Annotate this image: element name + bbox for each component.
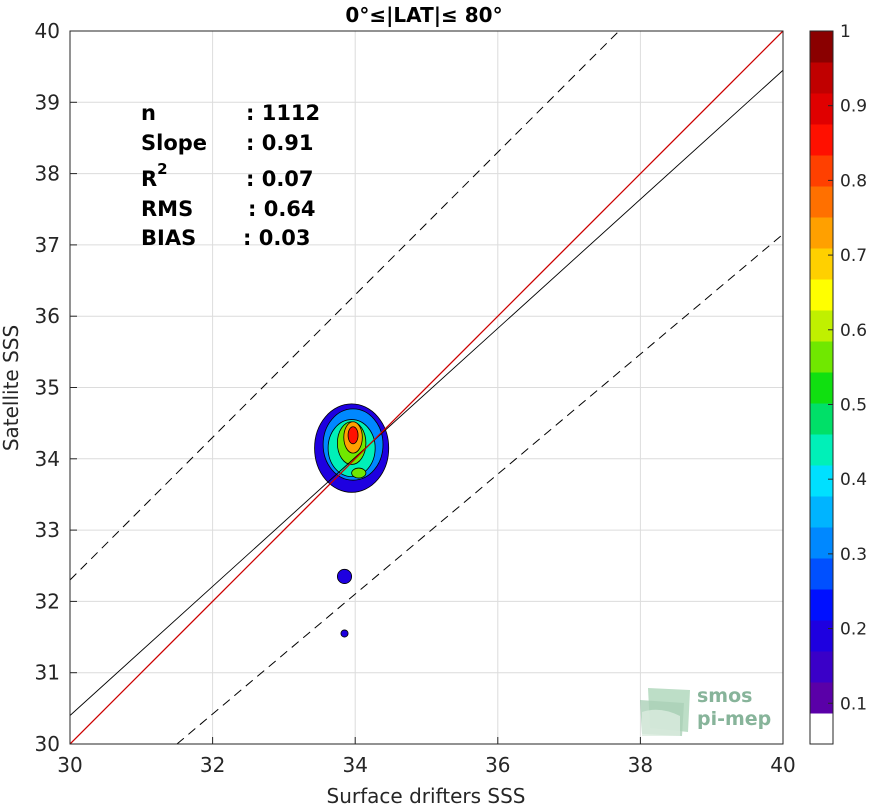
- colorbar-segment: [810, 372, 833, 404]
- x-tick-label: 30: [57, 753, 82, 777]
- colorbar-segment: [810, 155, 833, 187]
- colorbar-segment: [810, 186, 833, 218]
- y-tick-label: 30: [35, 732, 60, 756]
- y-tick-label: 38: [35, 162, 60, 186]
- colorbar-tick-label: 0.7: [840, 246, 867, 266]
- y-tick-label: 34: [35, 447, 60, 471]
- density-contours: [314, 403, 390, 638]
- lower-bound-line: [176, 233, 783, 744]
- x-axis-label: Surface drifters SSS: [327, 784, 526, 808]
- x-tick-label: 38: [628, 753, 653, 777]
- density-contour: [351, 467, 367, 479]
- y-axis-label: Satellite SSS: [0, 325, 23, 451]
- regression-line: [70, 69, 783, 716]
- logo-line2: pi-mep: [697, 708, 771, 730]
- colorbar-segment: [810, 217, 833, 249]
- colorbar-segment: [810, 403, 833, 435]
- stat-value: : 0.07: [246, 167, 314, 191]
- stat-value: : 0.03: [243, 226, 311, 250]
- colorbar-tick-label: 0.5: [840, 395, 867, 415]
- colorbar-segment: [810, 310, 833, 342]
- density-contour: [347, 426, 359, 445]
- colorbar-segment: [810, 93, 833, 125]
- colorbar-segment: [810, 434, 833, 466]
- upper-bound-line: [70, 31, 620, 581]
- colorbar-tick-label: 0.1: [840, 694, 867, 714]
- colorbar-segment: [810, 248, 833, 280]
- y-axis-ticks: 30 31 32 33 34 35 36 37 38 39 40: [35, 19, 77, 756]
- colorbar-segment: [810, 713, 833, 745]
- stat-label: BIAS: [141, 226, 196, 250]
- colorbar-segment: [810, 620, 833, 652]
- y-tick-label: 37: [35, 233, 60, 257]
- colorbar-segment: [810, 682, 833, 714]
- colorbar-segment: [810, 31, 833, 63]
- colorbar-segment: [810, 341, 833, 373]
- y-tick-label: 32: [35, 589, 60, 613]
- stat-label: n: [141, 101, 156, 125]
- colorbar-tick-label: 0.4: [840, 470, 867, 490]
- x-tick-label: 32: [200, 753, 225, 777]
- stat-label: Slope: [141, 131, 207, 155]
- y-tick-label: 39: [35, 90, 60, 114]
- colorbar-tick-label: 0.3: [840, 545, 867, 565]
- smos-pimep-logo: smos pi-mep: [640, 685, 771, 736]
- y-tick-label: 33: [35, 518, 60, 542]
- colorbar-segment: [810, 62, 833, 94]
- chart-title: 0°≤|LAT|≤ 80°: [345, 3, 502, 27]
- stat-label: RMS: [141, 197, 193, 221]
- statistics-box: n : 1112 Slope : 0.91 R2 : 0.07 RMS : 0.64 BIAS:…: [141, 101, 320, 250]
- colorbar-segment: [810, 279, 833, 311]
- colorbar-frame: [809, 30, 834, 745]
- y-tick-label: 35: [35, 376, 60, 400]
- x-axis-ticks: 30 32 34 36 38 40: [57, 737, 796, 777]
- identity-line: [70, 31, 783, 744]
- colorbar-segment: [810, 651, 833, 683]
- x-tick-label: 36: [485, 753, 510, 777]
- colorbar: [809, 30, 834, 745]
- density-contour: [340, 629, 349, 638]
- colorbar-segment: [810, 496, 833, 528]
- colorbar-segment: [810, 465, 833, 497]
- colorbar-tick-label: 0.9: [840, 97, 867, 117]
- stat-label: R2: [141, 160, 168, 191]
- fit-lines: [70, 31, 783, 744]
- x-tick-label: 34: [342, 753, 367, 777]
- colorbar-tick-label: 1: [840, 22, 851, 42]
- stat-superscript: 2: [157, 160, 167, 178]
- stat-value: : 1112: [246, 101, 320, 125]
- colorbar-tick-label: 0.8: [840, 171, 867, 191]
- x-tick-label: 40: [770, 753, 795, 777]
- y-tick-label: 36: [35, 304, 60, 328]
- density-contour: [336, 568, 353, 584]
- colorbar-segment: [810, 527, 833, 559]
- stat-value: : 0.91: [246, 131, 314, 155]
- logo-line1: smos: [697, 685, 752, 707]
- stat-value: : 0.64: [248, 197, 316, 221]
- colorbar-tick-label: 0.6: [840, 321, 867, 341]
- colorbar-tick-label: 0.2: [840, 620, 867, 640]
- colorbar-segment: [810, 124, 833, 156]
- y-tick-label: 31: [35, 661, 60, 685]
- logo-mark-icon: [640, 688, 690, 736]
- y-tick-label: 40: [35, 19, 60, 43]
- colorbar-segment: [810, 558, 833, 590]
- colorbar-segment: [810, 589, 833, 621]
- colorbar-ticks: 0.1 0.2 0.3 0.4 0.5 0.6 0.7 0.8 0.9 1: [828, 22, 867, 714]
